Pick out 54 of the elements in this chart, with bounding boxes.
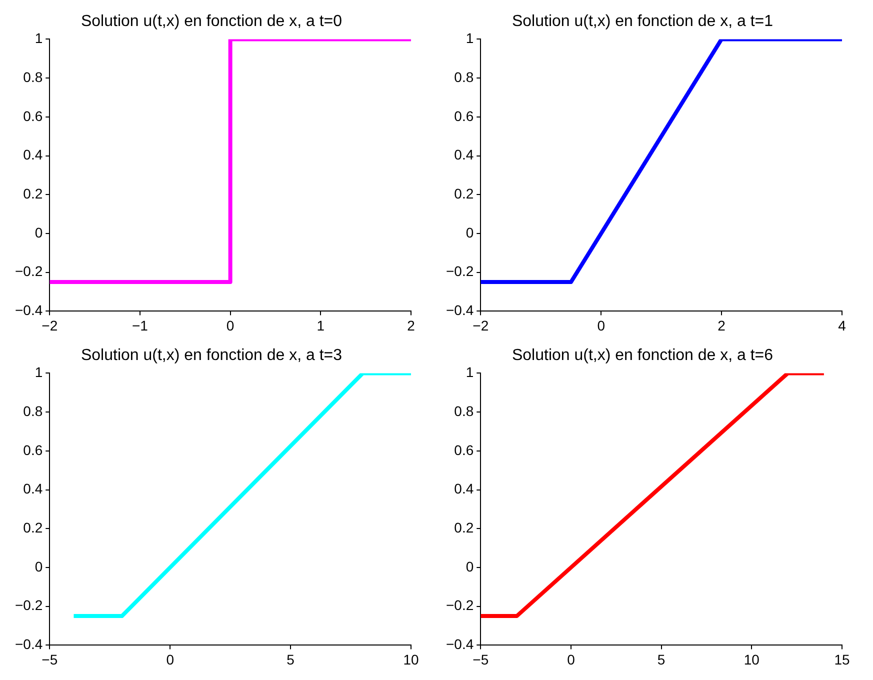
x-tick-label: 2 xyxy=(718,317,726,334)
x-tick-label: −5 xyxy=(42,651,58,668)
y-tick-label: −0.4 xyxy=(446,302,474,318)
y-tick-label: 0 xyxy=(34,558,43,574)
y-tick-label: −0.4 xyxy=(14,302,43,318)
y-tick-label: 0.8 xyxy=(454,68,474,85)
y-tick-label: 0 xyxy=(466,224,474,240)
chart-title: Solution u(t,x) en fonction de x, a t=1 xyxy=(512,13,774,30)
x-tick-label: −2 xyxy=(472,317,489,334)
x-tick-label: 0 xyxy=(567,651,576,668)
y-tick-label: 0.8 xyxy=(23,402,43,419)
y-tick-label: 1 xyxy=(466,30,474,46)
y-tick-label: −0.2 xyxy=(14,263,43,280)
y-tick-label: 1 xyxy=(34,364,43,380)
y-tick-label: −0.4 xyxy=(446,636,474,652)
y-tick-label: 0.6 xyxy=(23,108,43,124)
x-tick-label: 0 xyxy=(166,651,174,668)
y-tick-label: −0.2 xyxy=(446,597,474,614)
x-tick-label: 15 xyxy=(834,651,850,668)
x-tick-label: 0 xyxy=(597,317,606,334)
y-tick-label: 0.2 xyxy=(454,185,474,202)
chart-title: Solution u(t,x) en fonction de x, a t=6 xyxy=(512,347,774,364)
y-tick-label: 0.6 xyxy=(454,442,474,458)
y-tick-label: 0 xyxy=(34,224,43,240)
y-tick-label: 0 xyxy=(466,558,474,574)
y-tick-label: 0.2 xyxy=(454,519,474,536)
x-tick-label: 4 xyxy=(838,317,846,334)
chart-title: Solution u(t,x) en fonction de x, a t=3 xyxy=(80,347,342,364)
x-tick-label: −1 xyxy=(132,317,148,334)
y-tick-label: 0.4 xyxy=(23,480,43,497)
y-tick-label: 0.2 xyxy=(23,185,43,202)
y-tick-label: −0.2 xyxy=(14,597,43,614)
y-tick-label: 1 xyxy=(466,364,474,380)
y-tick-label: −0.4 xyxy=(14,636,43,652)
y-tick-label: 0.4 xyxy=(454,480,474,497)
x-tick-label: 5 xyxy=(286,651,295,668)
x-tick-label: −2 xyxy=(42,317,58,334)
x-tick-label: 10 xyxy=(403,651,419,668)
y-tick-label: −0.2 xyxy=(446,263,474,280)
y-tick-label: 1 xyxy=(34,30,43,46)
y-tick-label: 0.8 xyxy=(23,68,43,85)
y-tick-label: 0.6 xyxy=(454,108,474,124)
x-tick-label: 1 xyxy=(316,317,325,334)
x-tick-label: 10 xyxy=(744,651,760,668)
chart-title: Solution u(t,x) en fonction de x, a t=0 xyxy=(80,13,342,30)
y-tick-label: 0.6 xyxy=(23,442,43,458)
x-tick-label: 0 xyxy=(226,317,234,334)
x-tick-label: 5 xyxy=(657,651,666,668)
x-tick-label: −5 xyxy=(472,651,489,668)
y-tick-label: 0.2 xyxy=(23,519,43,536)
x-tick-label: 2 xyxy=(407,317,416,334)
y-tick-label: 0.4 xyxy=(454,146,474,163)
y-tick-label: 0.8 xyxy=(454,402,474,419)
y-tick-label: 0.4 xyxy=(23,146,43,163)
